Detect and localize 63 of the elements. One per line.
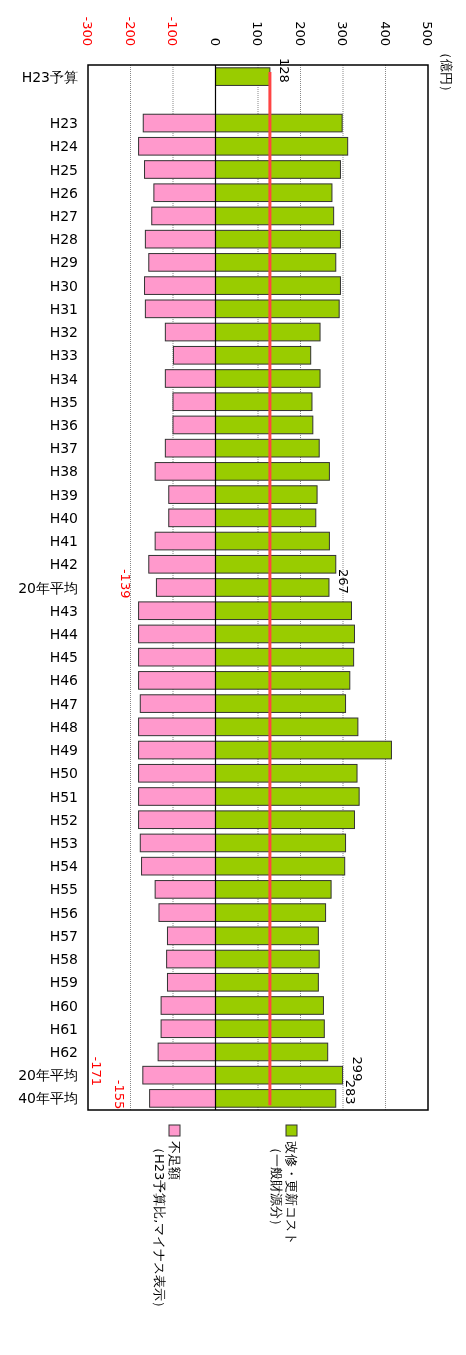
y-tick-label: H30 [49, 277, 78, 294]
x-tick-label: 500 [420, 21, 436, 46]
x-tick-label: 400 [378, 21, 393, 46]
y-tick-label: 20年平均 [18, 579, 78, 596]
y-tick-label: H26 [49, 184, 79, 201]
y-tick-label: H42 [49, 556, 78, 573]
y-tick-label: H48 [49, 718, 78, 735]
y-tick-label: H46 [49, 672, 79, 689]
text: （億円） [439, 46, 455, 98]
y-tick-label: H25 [49, 161, 78, 178]
y-tick-label: H51 [49, 788, 78, 805]
y-tick-label: H40 [49, 509, 78, 526]
y-tick-label: H23 [49, 115, 78, 132]
y-tick-label: H58 [49, 951, 78, 968]
y-tick-label: H59 [49, 974, 78, 991]
x-tick-label: -100 [165, 16, 181, 46]
y-tick-label: H28 [49, 231, 78, 248]
y-tick-label: H53 [49, 834, 78, 851]
x-tick-label: -300 [80, 16, 96, 46]
y-tick-label: H31 [49, 300, 78, 317]
y-tick-label: H45 [49, 649, 78, 666]
y-tick-label: H29 [49, 254, 78, 271]
y-tick-label: 40年平均 [18, 1090, 78, 1107]
y-tick-label: H49 [49, 742, 78, 759]
y-tick-label: H32 [49, 324, 78, 341]
y-tick-label: H35 [49, 393, 78, 410]
legend-label: 改修・更新コスト（一般財源分） [269, 1141, 300, 1245]
x-tick-label: -200 [123, 16, 138, 46]
y-tick-label: H41 [49, 533, 78, 550]
y-tick-label: H60 [49, 997, 78, 1014]
data-label: -139 [118, 568, 134, 599]
legend-label: 不足額（H23予算比,マイナス表示） [152, 1141, 183, 1315]
y-tick-label: H57 [49, 927, 78, 944]
x-tick-label: 300 [335, 21, 351, 46]
data-label: 299 [350, 1056, 366, 1082]
y-tick-label: H61 [49, 1020, 78, 1037]
y-tick-label: H44 [49, 625, 79, 642]
y-tick-label: H39 [49, 486, 78, 503]
y-tick-label: H23予算 [21, 68, 78, 85]
y-tick-label: H34 [49, 370, 79, 387]
data-label: -155 [112, 1079, 128, 1110]
y-tick-label: 20年平均 [18, 1067, 78, 1084]
data-label: 267 [336, 568, 352, 594]
data-label: 128 [277, 58, 293, 83]
y-tick-label: H27 [49, 207, 78, 224]
y-tick-label: H56 [49, 904, 79, 921]
y-tick-label: H62 [49, 1043, 78, 1060]
y-tick-label: H50 [49, 765, 78, 782]
x-tick-label: 0 [208, 37, 223, 46]
y-tick-label: H47 [49, 695, 78, 712]
y-tick-label: H37 [49, 440, 78, 457]
y-tick-label: H55 [49, 881, 78, 898]
y-tick-label: H52 [49, 811, 78, 828]
y-tick-label: H54 [49, 858, 79, 875]
x-tick-label: 100 [250, 21, 266, 46]
y-tick-label: H36 [49, 416, 79, 433]
y-tick-label: H24 [49, 138, 79, 155]
y-tick-label: H38 [49, 463, 78, 480]
bar [215, 67, 271, 86]
data-label: -171 [89, 1056, 105, 1087]
y-tick-label: H43 [49, 602, 78, 619]
x-tick-label: 200 [293, 21, 308, 46]
y-tick-label: H33 [49, 347, 78, 364]
